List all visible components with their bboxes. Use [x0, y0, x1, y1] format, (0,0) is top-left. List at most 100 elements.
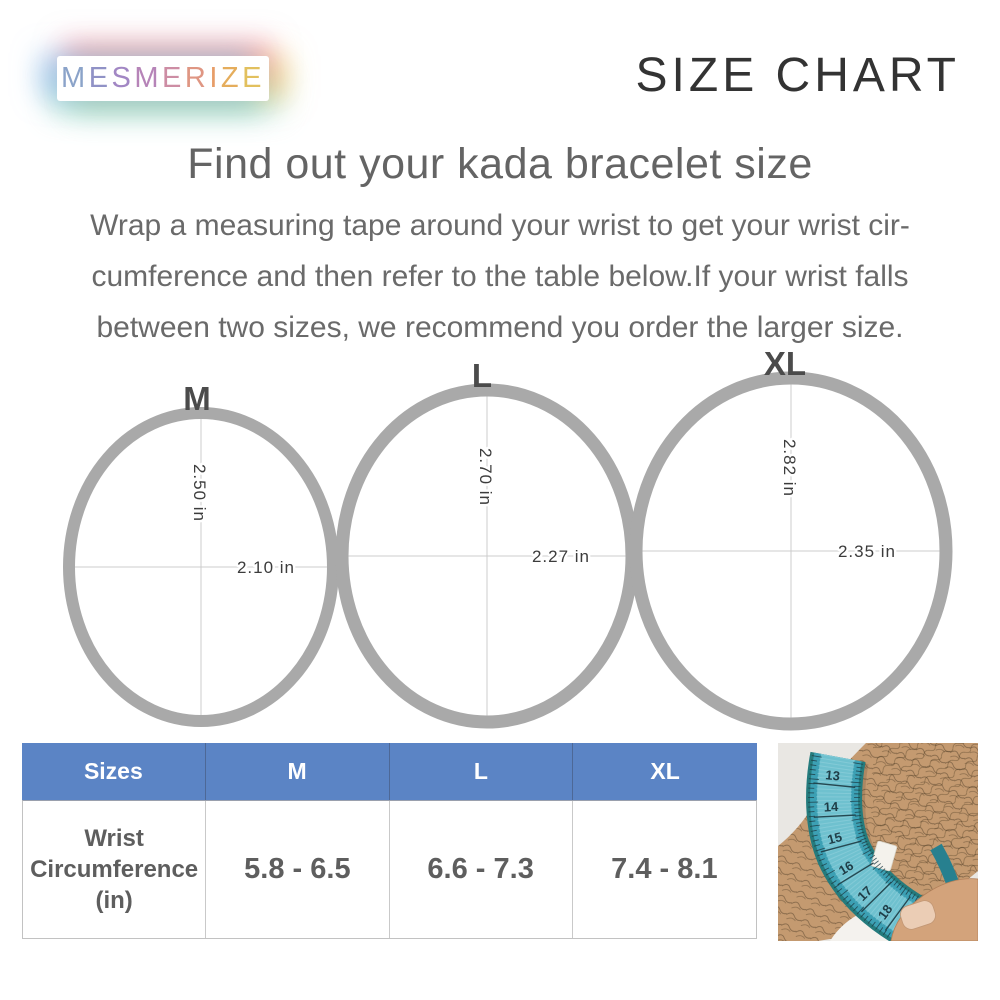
tape-tick: [863, 915, 869, 921]
tape-number: 14: [823, 799, 839, 815]
tape-tick: [809, 773, 816, 776]
tape-tick: [809, 768, 816, 771]
tape-tick: [860, 912, 865, 918]
tape-tick: [836, 888, 843, 893]
tape-tick: [843, 895, 849, 901]
intro-line-1: Wrap a measuring tape around your wrist …: [90, 209, 910, 242]
ring-xl-horizontal-measurement: 2.35 in: [838, 542, 896, 561]
tape-tick: [808, 815, 815, 818]
row-label-line-3: (in): [95, 887, 133, 914]
tape-tick: [899, 885, 904, 891]
tape-tick: [878, 865, 884, 871]
thumb-nail: [900, 900, 936, 930]
tape-tick: [828, 876, 834, 880]
ring-xl-ellipse: [629, 371, 953, 731]
tape-tick: [893, 880, 899, 886]
tape-tick: [886, 932, 891, 938]
tape-number: 13: [825, 767, 841, 783]
tape-tick: [871, 857, 877, 862]
ring-m-horizontal-measurement: 2.10 in: [237, 558, 295, 577]
tape-tick: [849, 902, 855, 908]
tape-tick: [853, 762, 864, 765]
tape-tick: [856, 821, 863, 824]
tape-tick: [814, 844, 821, 847]
brand-logo: MESMERIZE: [57, 56, 269, 101]
tape-number: 16: [836, 858, 856, 878]
tape-tick: [858, 831, 865, 835]
ring-xl-vertical-measurement: 2.82 in: [780, 439, 799, 497]
tape-tick: [873, 860, 879, 865]
size-table: Sizes M L XL Wrist Circumference (in) 5.…: [22, 743, 757, 939]
tape-number: 15: [826, 829, 844, 847]
tape-tick: [872, 863, 881, 871]
page-title: SIZE CHART: [635, 49, 960, 102]
tape-tick: [839, 889, 849, 897]
tape-tick: [857, 828, 864, 831]
tape-tick: [879, 927, 884, 933]
intro-paragraph: Wrap a measuring tape around your wrist …: [40, 200, 960, 353]
ring-l-vertical-measurement: 2.70 in: [476, 448, 495, 506]
size-rings-diagram: M 2.50 in 2.10 in L 2.70 in 2.27 in XL 2…: [63, 345, 953, 731]
tape-tick: [867, 852, 874, 856]
value-cell-l: 6.6 - 7.3: [390, 801, 573, 938]
value-cell-m: 5.8 - 6.5: [206, 801, 390, 938]
tape-tick: [860, 881, 892, 913]
tape-tick: [818, 858, 825, 862]
tape-tick: [911, 893, 916, 900]
tape-tick: [815, 847, 826, 852]
tape-tick: [811, 759, 818, 762]
tape-tick: [851, 818, 862, 821]
logo-letter: I: [209, 62, 221, 94]
tape-tick: [860, 837, 867, 841]
header-cell-sizes: Sizes: [22, 743, 206, 800]
tape-tick: [880, 868, 886, 873]
tape-tick: [856, 825, 863, 828]
logo-letter: S: [111, 62, 135, 94]
tape-tick: [855, 770, 862, 773]
tape-tick: [812, 839, 819, 842]
tape-tick: [905, 889, 910, 895]
brand-logo-text: MESMERIZE: [61, 62, 265, 95]
ring-xl-label: XL: [764, 345, 806, 382]
tape-tick: [896, 882, 901, 889]
tape-tick: [885, 873, 891, 879]
row-label-line-1: Wrist: [84, 825, 144, 852]
tape-tick: [882, 929, 888, 936]
tape-tick: [914, 895, 919, 902]
tape-tick: [855, 774, 862, 776]
tape-striation: [816, 753, 920, 937]
intro-line-2: cumference and then refer to the table b…: [91, 260, 909, 293]
tape-face-light: [817, 753, 919, 936]
tape-tick: [875, 921, 882, 930]
tape-tick: [837, 862, 874, 886]
tape-tick: [890, 878, 896, 884]
tape-tick: [817, 853, 824, 857]
logo-letter: Z: [220, 62, 243, 94]
size-table-body-row: Wrist Circumference (in) 5.8 - 6.5 6.6 -…: [22, 800, 757, 939]
logo-letter: R: [184, 62, 210, 94]
tape-tick: [856, 906, 865, 915]
tape-tick: [825, 869, 835, 876]
tape-tick: [820, 840, 862, 853]
tape-tick: [810, 829, 817, 832]
tape-tick: [854, 811, 861, 813]
tape-tick: [810, 764, 817, 766]
tape-tick: [867, 918, 873, 924]
tape-tick: [861, 840, 868, 844]
size-ring-l: L 2.70 in 2.27 in: [335, 357, 639, 729]
tape-tick: [808, 778, 819, 780]
header-cell-l: L: [390, 743, 574, 800]
tape-tick: [853, 906, 859, 912]
tape-tick: [869, 854, 876, 859]
tape-tick: [855, 814, 862, 817]
ring-l-horizontal-measurement: 2.27 in: [532, 547, 590, 566]
ring-m-ellipse: [63, 407, 339, 727]
tape-tick: [823, 867, 830, 872]
size-table-header-row: Sizes M L XL: [22, 743, 757, 800]
tape-tick: [813, 782, 856, 788]
tape-tick: [811, 834, 818, 837]
tape-tick: [864, 846, 871, 850]
tape-tick: [862, 849, 872, 855]
